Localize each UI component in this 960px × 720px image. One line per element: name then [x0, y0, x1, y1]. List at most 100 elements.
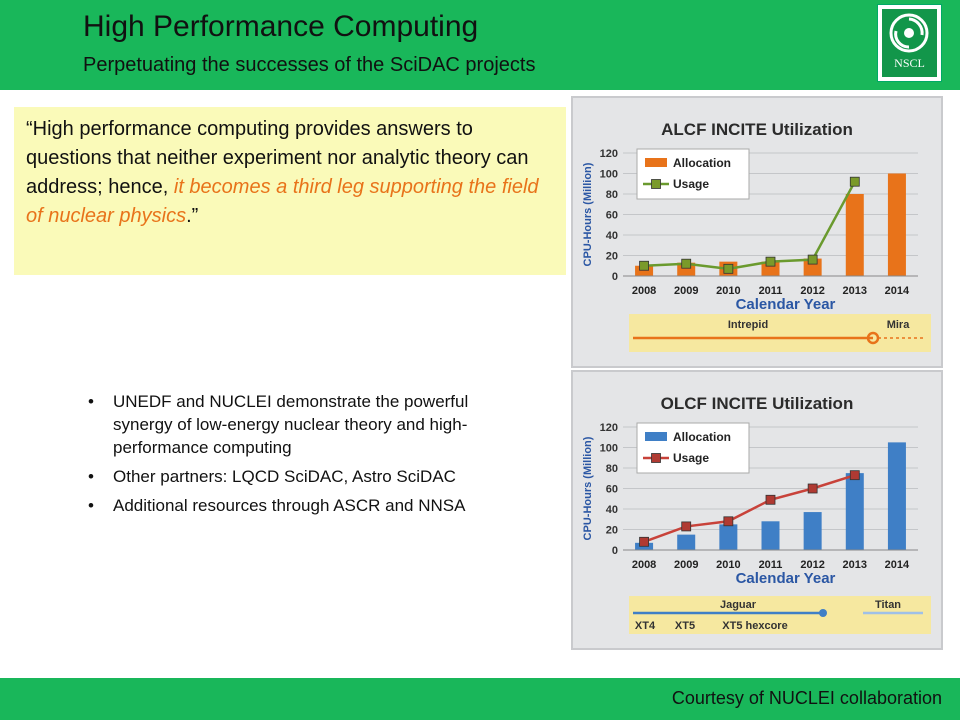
alcf-chart: ALCF INCITE Utilization 0 20 40 60 80 100 120 CP…	[571, 96, 943, 368]
timeline-label: XT5	[675, 620, 695, 632]
x-tick-label: 2008	[632, 559, 656, 571]
y-tick-label: 80	[606, 463, 618, 475]
legend-box	[636, 422, 750, 474]
timeline-label: Mira	[887, 319, 911, 331]
x-axis-label: Calendar Year	[736, 296, 836, 313]
legend-label-allocation: Allocation	[673, 156, 731, 170]
legend: Allocation Usage	[636, 422, 750, 474]
bullet-item: Additional resources through ASCR and NN…	[88, 494, 488, 517]
x-tick-label: 2010	[716, 285, 740, 297]
legend-box	[636, 148, 750, 200]
legend-marker-usage	[651, 179, 661, 189]
legend-swatch-allocation	[645, 158, 667, 167]
x-tick-label: 2012	[800, 285, 824, 297]
line-usage	[643, 473, 856, 543]
line-usage	[644, 181, 856, 271]
timeline-bar	[629, 314, 931, 352]
bar-allocation	[635, 265, 654, 276]
swirl-icon	[889, 13, 929, 53]
y-tick-label: 100	[600, 443, 618, 455]
bullet-item: UNEDF and NUCLEI demonstrate the powerfu…	[88, 390, 488, 459]
usage-marker	[723, 263, 734, 274]
courtesy-text: Courtesy of NUCLEI collaboration	[671, 688, 942, 708]
chart-svg: ALCF INCITE Utilization 0 20 40 60 80 100 120 CP…	[582, 120, 931, 352]
nscl-logo: NSCL	[877, 4, 942, 82]
usage-marker	[807, 254, 818, 265]
y-tick-label: 100	[600, 169, 618, 181]
usage-marker	[639, 536, 649, 547]
legend-marker-usage	[651, 453, 661, 463]
x-tick-label: 2009	[674, 285, 698, 297]
bar-allocation	[719, 524, 738, 550]
quote-text: “High performance computing provides ans…	[26, 118, 529, 198]
x-tick-label: 2010	[716, 559, 740, 571]
y-tick-label: 40	[606, 504, 618, 516]
bar-allocation	[845, 473, 864, 550]
timeline-label: Titan	[875, 599, 901, 611]
quote-box: “High performance computing provides ans…	[14, 107, 566, 275]
chart-title: ALCF INCITE Utilization	[661, 120, 853, 139]
y-tick-label: 20	[606, 525, 618, 537]
x-tick-label: 2011	[759, 559, 783, 571]
timeline-bar	[629, 596, 931, 634]
bar-allocation	[761, 521, 780, 550]
logo-emblem: NSCL	[882, 9, 937, 77]
bar-allocation	[677, 534, 696, 550]
y-tick-label: 40	[606, 230, 618, 242]
timeline-label: XT5 hexcore	[722, 620, 787, 632]
y-tick-label: 60	[606, 210, 618, 222]
usage-marker	[765, 256, 776, 267]
usage-marker	[807, 483, 818, 494]
x-tick-label: 2012	[800, 559, 824, 571]
usage-marker	[681, 521, 692, 532]
quote-end: .”	[186, 205, 199, 227]
quote-highlight: it becomes a third leg supporting the fi…	[26, 176, 539, 227]
legend-label-usage: Usage	[673, 177, 709, 191]
legend: Allocation Usage	[636, 148, 750, 200]
timeline-label: Intrepid	[728, 319, 768, 331]
x-tick-label: 2014	[885, 559, 910, 571]
usage-marker	[849, 176, 860, 187]
legend-label-allocation: Allocation	[673, 430, 731, 444]
chart-svg: OLCF INCITE Utilization 0 20 40 60 80 100 120 CP…	[582, 394, 931, 634]
usage-marker	[681, 258, 692, 269]
y-tick-label: 0	[612, 545, 618, 557]
usage-marker	[765, 494, 776, 505]
bullet-list: UNEDF and NUCLEI demonstrate the powerfu…	[88, 390, 488, 523]
bar-allocation	[887, 173, 906, 276]
usage-marker	[639, 260, 649, 271]
bullet-item: Other partners: LQCD SciDAC, Astro SciDA…	[88, 465, 488, 488]
x-tick-label: 2009	[674, 559, 698, 571]
usage-marker	[723, 516, 734, 527]
y-tick-label: 0	[612, 271, 618, 283]
logo-text: NSCL	[894, 56, 925, 70]
bar-allocation	[803, 512, 822, 550]
x-tick-label: 2013	[843, 285, 867, 297]
timeline-label: XT4	[635, 620, 656, 632]
y-tick-label: 80	[606, 189, 618, 201]
y-axis-label: CPU-Hours (Million)	[582, 162, 594, 266]
usage-marker	[849, 470, 860, 481]
legend-swatch-allocation	[645, 432, 667, 441]
x-tick-label: 2011	[759, 285, 783, 297]
x-tick-label: 2008	[632, 285, 656, 297]
legend-label-usage: Usage	[673, 451, 709, 465]
y-tick-label: 120	[600, 422, 618, 434]
x-tick-label: 2014	[885, 285, 910, 297]
y-tick-label: 60	[606, 484, 618, 496]
x-axis-label: Calendar Year	[736, 570, 836, 587]
footer-band: Courtesy of NUCLEI collaboration	[0, 678, 960, 720]
x-tick-label: 2013	[843, 559, 867, 571]
olcf-chart: OLCF INCITE Utilization 0 20 40 60 80 100 120 CP…	[571, 370, 943, 650]
y-axis-label: CPU-Hours (Million)	[582, 436, 594, 540]
timeline-marker	[819, 609, 827, 617]
bar-allocation	[845, 194, 864, 276]
y-tick-label: 20	[606, 251, 618, 263]
page-subtitle: Perpetuating the successes of the SciDAC…	[83, 54, 536, 76]
y-tick-label: 120	[600, 148, 618, 160]
page-title: High Performance Computing	[83, 10, 479, 43]
timeline-label: Jaguar	[720, 599, 757, 611]
chart-title: OLCF INCITE Utilization	[661, 394, 854, 413]
header-band: High Performance Computing Perpetuating …	[0, 0, 960, 90]
bar-allocation	[887, 442, 906, 550]
